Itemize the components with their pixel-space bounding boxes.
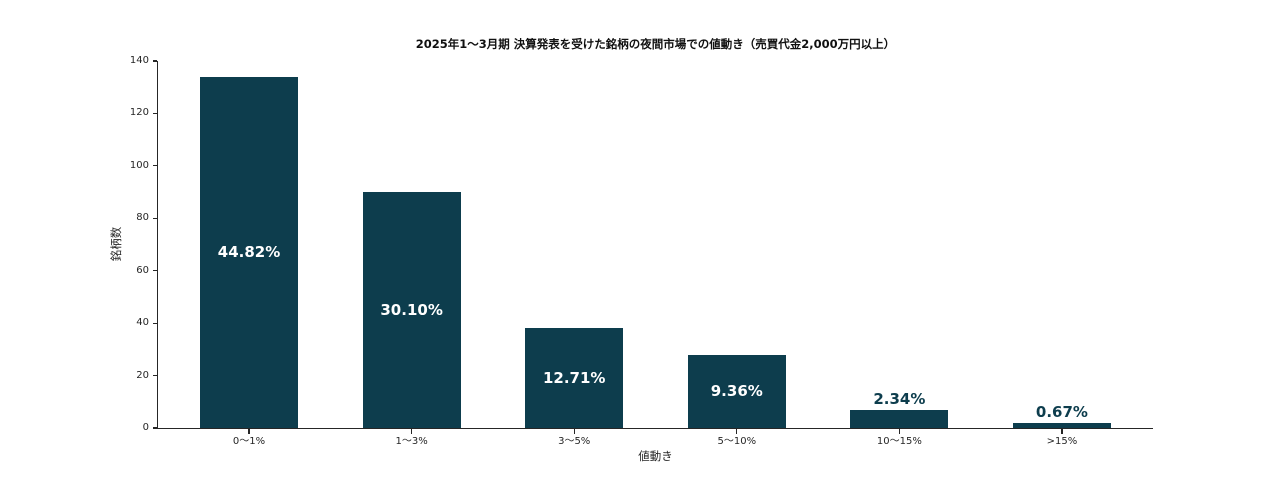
y-tick-label: 100 — [129, 159, 149, 171]
x-tick-label: 0〜1% — [232, 436, 266, 447]
x-tick-mark — [898, 429, 900, 434]
y-axis-label: 銘柄数 — [109, 226, 123, 262]
x-tick-mark — [248, 429, 250, 434]
y-axis-spine — [156, 61, 158, 430]
y-tick-mark — [152, 60, 157, 62]
y-tick-mark — [152, 427, 157, 429]
bar-5〜10% — [687, 354, 786, 428]
bar-1〜3% — [362, 192, 461, 428]
bar-value-label: 30.10% — [380, 301, 443, 320]
x-tick-label: 3〜5% — [558, 436, 591, 447]
bar->15% — [1012, 422, 1111, 428]
y-tick-label: 20 — [136, 369, 149, 381]
bar-0〜1% — [200, 76, 299, 428]
y-tick-label: 140 — [129, 55, 149, 66]
x-tick-mark — [573, 429, 575, 434]
x-tick-label: 1〜3% — [395, 436, 428, 447]
bar-value-label: 12.71% — [542, 369, 606, 388]
chart-title: 2025年1〜3月期 決算発表を受けた銘柄の夜間市場での値動き（売買代金2,00… — [415, 37, 896, 51]
x-tick-mark — [736, 429, 738, 434]
x-axis-spine — [158, 428, 1153, 430]
y-tick-label: 0 — [142, 422, 149, 433]
bar-value-label: 44.82% — [217, 243, 281, 262]
y-tick-label: 120 — [129, 107, 149, 119]
y-tick-mark — [152, 270, 157, 272]
bar-value-label: 0.67% — [1035, 402, 1088, 421]
y-tick-mark — [152, 322, 157, 324]
x-tick-label: 5〜10% — [717, 436, 757, 447]
bar-10〜15% — [850, 409, 949, 428]
bar-value-label: 9.36% — [710, 382, 763, 401]
bar-3〜5% — [525, 328, 624, 428]
x-tick-mark — [1061, 429, 1063, 434]
y-tick-mark — [152, 165, 157, 167]
y-tick-mark — [152, 112, 157, 115]
y-tick-label: 40 — [136, 317, 149, 329]
y-tick-label: 80 — [136, 212, 149, 224]
x-tick-label: 10〜15% — [876, 436, 922, 447]
y-tick-mark — [152, 374, 157, 377]
y-tick-mark — [152, 217, 157, 219]
bar-value-label: 2.34% — [873, 389, 926, 408]
x-axis-label: 値動き — [638, 449, 673, 463]
x-tick-mark — [411, 429, 413, 434]
y-tick-label: 60 — [136, 264, 149, 276]
x-tick-label: >15% — [1046, 436, 1078, 447]
